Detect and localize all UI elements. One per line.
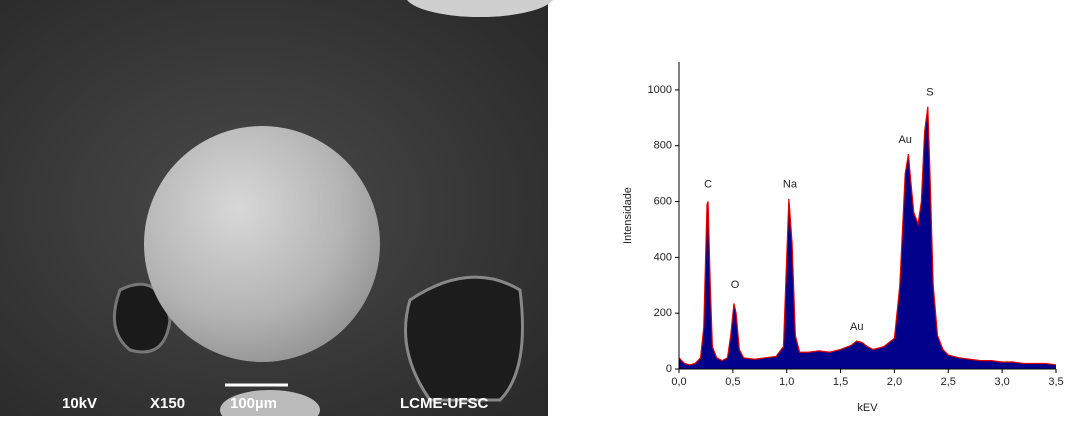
y-tick-label: 400 xyxy=(654,251,672,263)
figure: 10kV X150 100µm LCME-UFSC 0 200 400 600 800 1… xyxy=(0,0,1066,416)
peak-label: S xyxy=(926,87,933,99)
y-tick-label: 0 xyxy=(666,363,672,375)
x-tick-label: 1,5 xyxy=(833,376,848,388)
x-tick-label: 0,0 xyxy=(671,376,686,388)
voltage-label: 10kV xyxy=(62,395,97,412)
peak-label: O xyxy=(731,279,740,291)
y-axis-label: Intensidade xyxy=(622,187,634,244)
hole xyxy=(406,277,523,400)
x-tick-label: 0,5 xyxy=(725,376,740,388)
sem-image: 10kV X150 100µm LCME-UFSC xyxy=(0,0,555,416)
x-tick-label: 1,0 xyxy=(779,376,794,388)
x-tick-label: 2,5 xyxy=(941,376,956,388)
y-tick-label: 1000 xyxy=(648,84,672,96)
x-tick-label: 3,0 xyxy=(994,376,1009,388)
x-axis-label: kEV xyxy=(857,402,878,414)
y-tick-label: 800 xyxy=(654,140,672,152)
peak-label: C xyxy=(704,179,712,191)
area xyxy=(679,107,1056,369)
x-tick-label: 3,5 xyxy=(1048,376,1063,388)
magnification-label: X150 xyxy=(150,395,185,412)
peak-label: Au xyxy=(850,321,863,333)
chart: 0 200 400 600 800 1000 0,0 0,5 1,0 1,5 2,0 2,5 3,0 3,… xyxy=(622,62,1064,414)
peak-label: Na xyxy=(783,179,798,191)
microsphere xyxy=(144,126,380,362)
scale-label: 100µm xyxy=(230,395,277,412)
y-tick-label: 600 xyxy=(654,195,672,207)
lab-label: LCME-UFSC xyxy=(400,395,488,412)
y-tick-label: 200 xyxy=(654,307,672,319)
peak-label: Au xyxy=(898,134,911,146)
x-tick-label: 2,0 xyxy=(887,376,902,388)
